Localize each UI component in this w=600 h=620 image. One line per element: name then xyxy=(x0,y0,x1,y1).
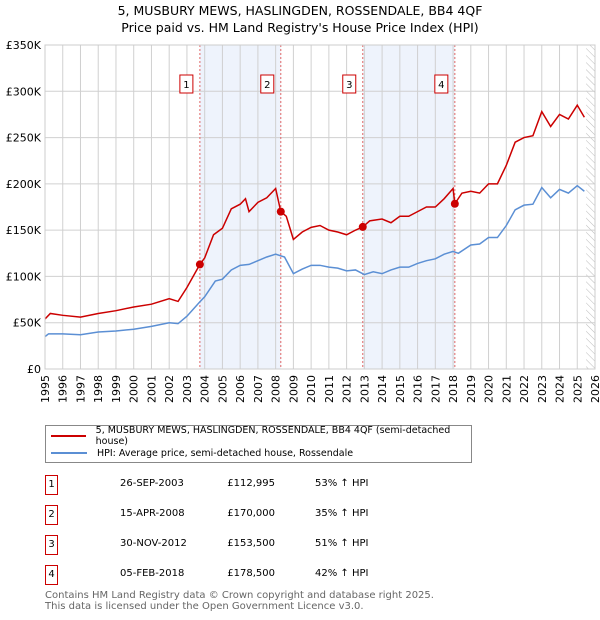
x-tick-label: 1998 xyxy=(92,375,105,403)
y-tick-label: £300K xyxy=(6,85,42,98)
x-tick-label: 2017 xyxy=(429,375,442,403)
x-tick-label: 2020 xyxy=(483,375,496,403)
title: 5, MUSBURY MEWS, HASLINGDEN, ROSSENDALE,… xyxy=(117,3,483,18)
price-chart: 1995 1996 1997 1998 1999 2000 2001 2002 2003 2004… xyxy=(6,39,600,403)
legend-label: 5, MUSBURY MEWS, HASLINGDEN, ROSSENDALE,… xyxy=(95,425,451,447)
sale-point xyxy=(450,199,459,208)
x-tick-label: 2010 xyxy=(305,375,318,403)
sale-flag xyxy=(342,74,357,94)
x-tick-label: 2022 xyxy=(518,375,531,403)
sale-hpi-diff: 42% ↑ HPI xyxy=(315,568,369,579)
plot-border xyxy=(44,44,596,370)
sale-date: 30-NOV-2012 xyxy=(120,538,187,549)
x-tick-label: 2011 xyxy=(323,375,336,403)
sale-price: £112,995 xyxy=(227,478,275,489)
legend-item-property: 5, MUSBURY MEWS, HASLINGDEN, ROSSENDALE,… xyxy=(51,425,471,447)
x-tick-label: 2024 xyxy=(554,375,567,403)
sale-hpi-diff: 53% ↑ HPI xyxy=(315,478,369,489)
x-tick-label: 2005 xyxy=(216,375,229,403)
future-hatch xyxy=(586,45,595,369)
x-tick-label: 2016 xyxy=(412,375,425,403)
legend: 5, MUSBURY MEWS, HASLINGDEN, ROSSENDALE,… xyxy=(45,425,472,463)
y-tick-label: £350K xyxy=(6,39,42,52)
legend-swatch xyxy=(51,452,87,454)
sale-flag xyxy=(434,74,449,94)
x-tick-label: 2009 xyxy=(287,375,300,403)
x-tick-label: 2025 xyxy=(571,375,584,403)
x-tick-label: 2015 xyxy=(394,375,407,403)
legend-label: HPI: Average price, semi-detached house,… xyxy=(97,447,354,459)
sale-date: 05-FEB-2018 xyxy=(120,568,185,579)
y-tick-label: £100K xyxy=(6,270,42,283)
sale-marker-label: 1 xyxy=(45,475,58,495)
x-tick-label: 2019 xyxy=(465,375,478,403)
sale-flag-label: 2 xyxy=(264,80,270,91)
subtitle: Price paid vs. HM Land Registry's House … xyxy=(121,20,479,35)
sale-date: 15-APR-2008 xyxy=(120,508,185,519)
y-tick-label: £150K xyxy=(6,224,42,237)
footer-line: This data is licensed under the Open Gov… xyxy=(45,601,364,612)
sale-date: 26-SEP-2003 xyxy=(120,478,184,489)
x-tick-label: 2014 xyxy=(376,375,389,403)
x-tick-label: 2000 xyxy=(128,375,141,403)
x-tick-label: 2021 xyxy=(500,375,513,403)
footer: Contains HM Land Registry data © Crown c… xyxy=(45,590,434,612)
sale-flag-label: 3 xyxy=(346,80,352,91)
x-tick-label: 2026 xyxy=(589,375,600,403)
x-tick-label: 1995 xyxy=(39,375,52,403)
sale-marker-label: 3 xyxy=(45,535,58,555)
x-tick-label: 2002 xyxy=(163,375,176,403)
x-tick-label: 2007 xyxy=(252,375,265,403)
sale-flag xyxy=(179,74,194,94)
legend-item-hpi: HPI: Average price, semi-detached house,… xyxy=(51,445,353,461)
sale-flag-label: 1 xyxy=(183,80,189,91)
sale-price: £178,500 xyxy=(227,568,275,579)
x-tick-label: 2023 xyxy=(536,375,549,403)
sale-point xyxy=(195,260,204,269)
x-tick-label: 2013 xyxy=(358,375,371,403)
x-tick-label: 1999 xyxy=(110,375,123,403)
x-tick-label: 2006 xyxy=(234,375,247,403)
sale-point xyxy=(358,222,367,231)
x-tick-label: 1996 xyxy=(57,375,70,403)
sale-hpi-diff: 51% ↑ HPI xyxy=(315,538,369,549)
sale-price: £170,000 xyxy=(227,508,275,519)
x-tick-label: 1997 xyxy=(74,375,87,403)
y-tick-label: £250K xyxy=(6,132,42,145)
series-line xyxy=(44,103,586,320)
ownership-shade xyxy=(362,45,455,369)
x-tick-label: 2008 xyxy=(270,375,283,403)
sale-marker-label: 2 xyxy=(45,505,58,525)
sale-point xyxy=(276,207,285,216)
legend-swatch xyxy=(51,435,86,437)
sale-flag-label: 4 xyxy=(438,80,444,91)
series-line xyxy=(44,184,585,338)
x-tick-label: 2004 xyxy=(199,375,212,403)
sale-marker-label: 4 xyxy=(45,565,58,585)
y-tick-label: £200K xyxy=(6,178,42,191)
sale-hpi-diff: 35% ↑ HPI xyxy=(315,508,369,519)
sale-flag xyxy=(260,74,275,94)
sale-price: £153,500 xyxy=(227,538,275,549)
x-tick-label: 2001 xyxy=(145,375,158,403)
y-tick-label: £0 xyxy=(27,363,41,376)
x-tick-label: 2012 xyxy=(341,375,354,403)
footer-line: Contains HM Land Registry data © Crown c… xyxy=(45,590,434,601)
x-tick-label: 2018 xyxy=(447,375,460,403)
chart-title: 5, MUSBURY MEWS, HASLINGDEN, ROSSENDALE,… xyxy=(0,2,600,36)
y-tick-label: £50K xyxy=(13,317,42,330)
x-tick-label: 2003 xyxy=(181,375,194,403)
